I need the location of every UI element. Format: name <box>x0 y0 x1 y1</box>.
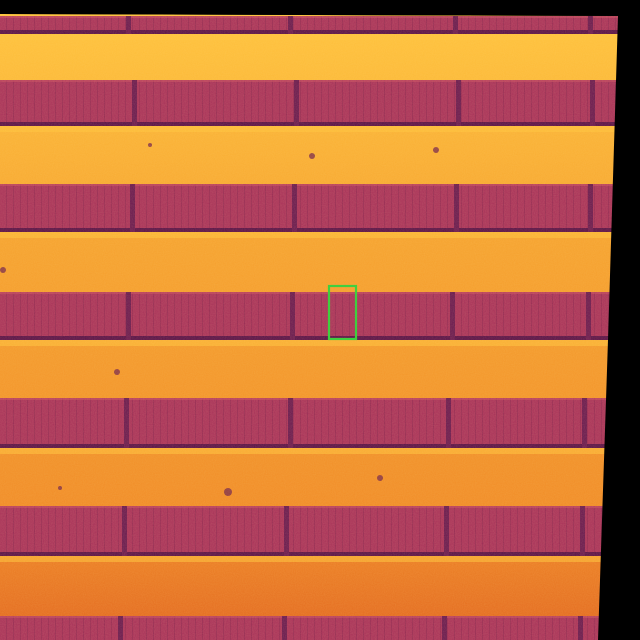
right-black-border <box>598 0 640 640</box>
top-black-border <box>0 0 640 16</box>
detection-box <box>327 284 358 341</box>
